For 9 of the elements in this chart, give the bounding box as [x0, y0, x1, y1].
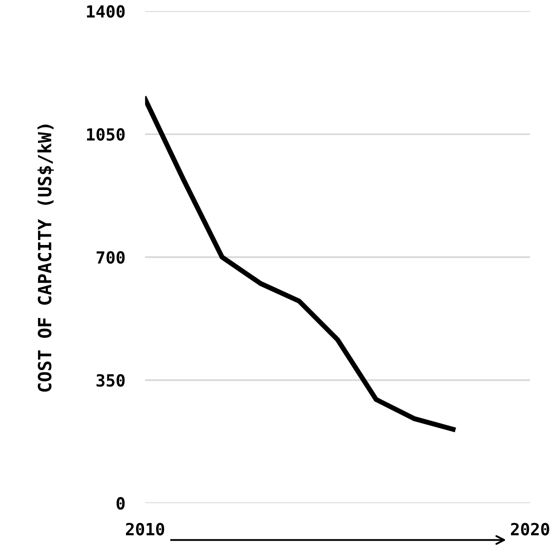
y-tick-label: 1050: [87, 128, 125, 141]
y-tick-label: 0: [116, 497, 125, 510]
line-series: [145, 96, 456, 432]
x-tick-label: 2020: [510, 522, 550, 536]
x-tick-label: 2010: [126, 522, 164, 536]
y-tick-label: 350: [96, 374, 125, 387]
y-axis-title: COST OF CAPACITY (US$/kW): [37, 124, 54, 392]
y-tick-label: 1400: [87, 5, 125, 18]
y-tick-label: 700: [96, 251, 125, 264]
